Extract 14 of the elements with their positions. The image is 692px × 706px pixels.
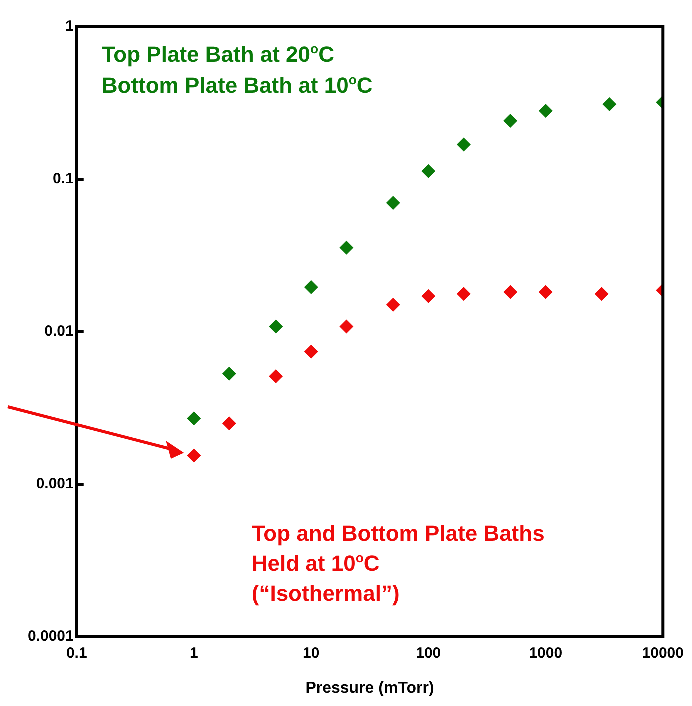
x-tick-label: 1 <box>190 644 198 662</box>
x-axis-title: Pressure (mTorr) <box>306 680 434 697</box>
y-tick-label: 0.001 <box>36 475 74 492</box>
x-tick-label: 10 <box>303 644 320 662</box>
y-tick-label: 0.1 <box>53 170 74 188</box>
y-tick-label: 0.01 <box>44 323 74 340</box>
text: Top Plate Bath at 20$^{o}$C Bottom Plate Bath at 10$^{o}$C <box>102 40 373 100</box>
text: Top and Bottom Plate Baths Held at 10$^{o}$C (“Isothermal”) <box>252 520 545 608</box>
y-tick-label: 0.0001 <box>28 628 74 645</box>
x-tick-label: 1000 <box>529 644 563 662</box>
x-tick-label: 0.1 <box>66 644 88 662</box>
y-tick-label: 1 <box>66 18 74 36</box>
x-tick-label: 10000 <box>642 644 684 662</box>
x-tick-label: 100 <box>416 644 442 662</box>
